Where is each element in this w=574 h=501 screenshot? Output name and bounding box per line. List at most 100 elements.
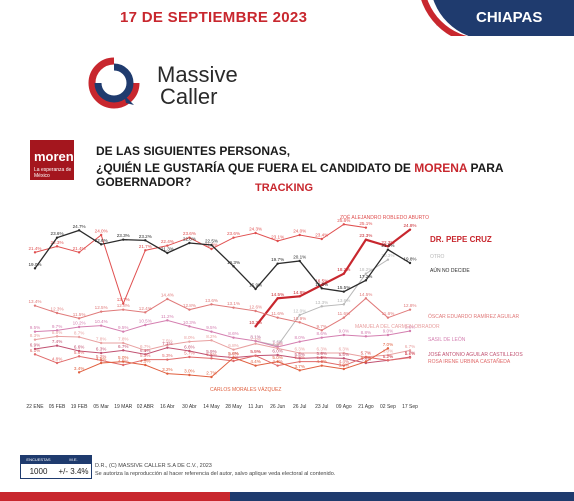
data-point <box>232 359 235 363</box>
data-label: 8.0% <box>184 335 194 340</box>
data-label: 13.7% <box>117 297 130 302</box>
data-point <box>122 349 125 352</box>
data-label: 7.8% <box>118 337 128 342</box>
data-point <box>188 325 191 328</box>
data-point <box>386 245 390 248</box>
data-label: 9.0% <box>339 329 349 334</box>
data-point <box>33 267 37 270</box>
data-label: 13.6% <box>205 298 218 303</box>
data-label: 23.6% <box>227 231 240 236</box>
data-point <box>210 354 213 357</box>
data-point <box>122 341 125 345</box>
question-line1: DE LAS SIGUIENTES PERSONAS, <box>96 144 291 158</box>
x-tick-label: 14 May <box>203 404 220 410</box>
data-label: 8.6% <box>228 331 238 336</box>
data-label: 6.0% <box>383 349 393 354</box>
survey-count-header: ENCUESTAS REALIZADAS <box>26 457 51 470</box>
data-label: 17.2% <box>359 274 372 279</box>
tracking-chart: 22 ENE 05 FEB 19 FEB 05 Mar 19 MAR 02 ABR 16 A… <box>26 214 523 410</box>
data-point <box>364 272 368 275</box>
series-name-label: OTRO <box>430 254 445 260</box>
x-tick-label: 05 FEB <box>49 404 66 410</box>
x-tick-label: 30 Abr <box>182 404 197 410</box>
data-label: 2.7% <box>206 371 216 376</box>
data-point <box>276 239 279 243</box>
data-label: 8.6% <box>317 331 327 336</box>
data-label: 10.5% <box>139 319 152 324</box>
data-point <box>386 353 390 357</box>
survey-info-row: 1000 +/- 3.4% <box>21 464 91 478</box>
data-label: 4.8% <box>361 357 371 362</box>
data-label: 19.0% <box>28 262 41 267</box>
data-label: 5.5% <box>294 352 304 357</box>
data-point <box>254 354 257 357</box>
data-point <box>77 317 81 320</box>
data-point <box>408 261 412 265</box>
data-point <box>99 233 103 237</box>
data-point <box>342 351 346 355</box>
data-point <box>166 319 169 322</box>
data-label: 15.9% <box>249 283 262 288</box>
data-point <box>254 342 257 345</box>
data-point <box>364 297 368 300</box>
data-point <box>408 356 412 359</box>
data-label: 22.3% <box>381 240 394 245</box>
data-label: 10.2% <box>73 321 86 326</box>
data-point <box>122 238 125 241</box>
data-label: 13.4% <box>28 299 41 304</box>
data-point <box>320 336 323 339</box>
data-label: 5.0% <box>361 355 371 360</box>
data-label: 24.0% <box>293 229 306 234</box>
data-point <box>364 226 368 229</box>
data-label: 4.4% <box>339 359 349 364</box>
data-label: 11.5% <box>73 312 86 317</box>
data-point <box>254 309 257 313</box>
data-point <box>276 353 279 357</box>
x-tick-label: 26 Jun <box>270 404 285 410</box>
data-label: 20.3% <box>381 253 394 258</box>
reproduction-note: Se autoriza la reproducción al hacer ref… <box>95 471 336 477</box>
data-point <box>166 251 169 255</box>
question-line2-highlight: MORENA <box>414 161 468 175</box>
data-label: 8.8% <box>361 330 371 335</box>
data-label: 24.0% <box>95 229 108 234</box>
data-label: 6.3% <box>96 347 106 352</box>
data-label: 6.7% <box>118 344 128 349</box>
survey-info-header: ENCUESTAS REALIZADAS M.E. <box>21 456 91 470</box>
data-point <box>99 361 103 365</box>
data-label: 7.4% <box>272 339 282 344</box>
data-point <box>276 262 279 265</box>
data-label: 7.5% <box>162 339 172 344</box>
data-point <box>364 360 368 363</box>
data-label: 14.5% <box>359 292 372 297</box>
data-point <box>99 359 103 362</box>
data-point <box>320 329 323 332</box>
survey-count-value: 1000 <box>29 466 48 476</box>
data-label: 25.1% <box>359 221 372 226</box>
data-point <box>342 364 346 367</box>
data-point <box>33 330 37 333</box>
data-point <box>386 316 390 319</box>
data-label: 5.9% <box>250 349 260 354</box>
data-label: 9.6% <box>405 325 415 330</box>
data-label: 21.4% <box>73 246 86 251</box>
data-point <box>210 357 213 360</box>
data-point <box>33 338 37 341</box>
data-point <box>386 258 390 261</box>
data-point <box>144 249 147 252</box>
data-label: 7.0% <box>272 342 282 347</box>
data-label: 6.8% <box>228 343 238 348</box>
data-point <box>276 364 279 367</box>
x-tick-label: 09 Ago <box>336 404 352 410</box>
data-label: 21.4% <box>28 246 41 251</box>
data-label: 19.7% <box>271 257 284 262</box>
data-label: 6.7% <box>140 344 150 349</box>
brand-name-line1: Massive <box>157 62 238 87</box>
data-point <box>232 336 235 339</box>
data-point <box>188 349 191 353</box>
data-point <box>144 239 147 242</box>
data-label: 22.3% <box>51 240 64 245</box>
data-label: 12.8% <box>403 303 416 308</box>
data-label: 5.5% <box>339 352 349 357</box>
data-point <box>210 330 213 333</box>
